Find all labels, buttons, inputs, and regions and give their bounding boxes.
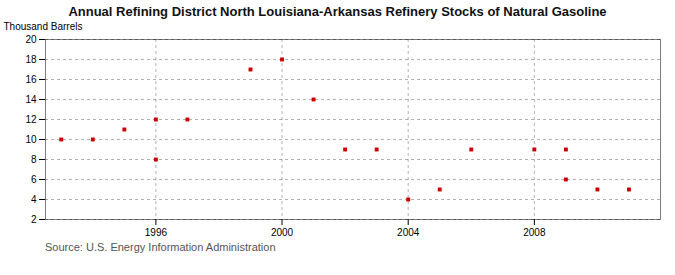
- svg-text:1996: 1996: [145, 227, 168, 238]
- html-text:Source: U.S. Energy Informatio: Source: U.S. Energy Information Administ…: [45, 241, 276, 253]
- svg-text:18: 18: [25, 54, 37, 65]
- svg-text:10: 10: [25, 134, 37, 145]
- svg-text:Thousand Barrels: Thousand Barrels: [4, 21, 83, 32]
- svg-text:4: 4: [31, 194, 37, 205]
- svg-text:2000: 2000: [271, 227, 294, 238]
- svg-text:2004: 2004: [397, 227, 420, 238]
- svg-text:16: 16: [25, 74, 37, 85]
- svg-text:14: 14: [25, 94, 37, 105]
- svg-text:12: 12: [25, 114, 37, 125]
- svg-text:8: 8: [31, 154, 37, 165]
- svg-text:2008: 2008: [523, 227, 546, 238]
- html-text:Annual Refining District North: Annual Refining District North Louisiana…: [68, 4, 607, 19]
- svg-text:2: 2: [31, 214, 37, 225]
- svg-text:6: 6: [31, 174, 37, 185]
- svg-text:20: 20: [25, 34, 37, 45]
